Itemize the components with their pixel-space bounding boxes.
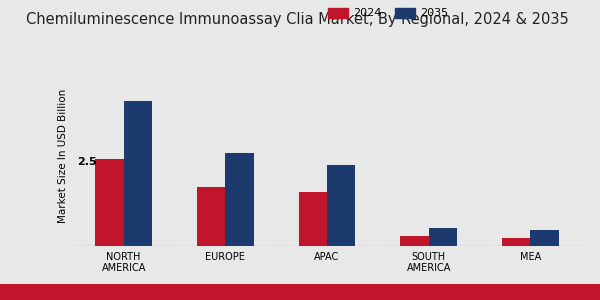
Text: 2.5: 2.5 (77, 157, 97, 167)
Y-axis label: Market Size In USD Billion: Market Size In USD Billion (58, 89, 68, 223)
Text: Chemiluminescence Immunoassay Clia Market, By Regional, 2024 & 2035: Chemiluminescence Immunoassay Clia Marke… (26, 12, 569, 27)
Bar (428, 228, 457, 246)
Bar (400, 236, 428, 246)
Bar (502, 238, 530, 246)
Legend: 2024, 2035: 2024, 2035 (323, 3, 453, 23)
Bar (226, 152, 254, 246)
Bar (299, 192, 327, 246)
Bar (124, 100, 152, 246)
Bar (197, 187, 226, 246)
FancyBboxPatch shape (0, 284, 600, 300)
Bar (327, 165, 355, 246)
Bar (95, 160, 124, 246)
Bar (530, 230, 559, 246)
